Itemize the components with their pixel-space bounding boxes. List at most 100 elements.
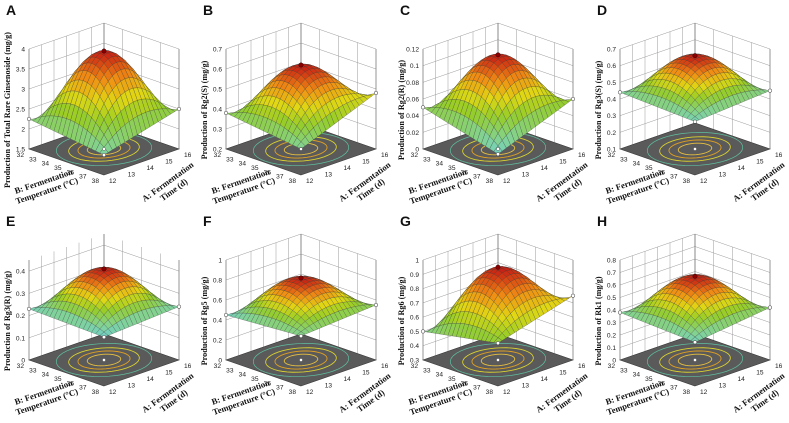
z-tick-label: 0.2 (607, 333, 616, 340)
a-axis-tick: 14 (541, 376, 549, 383)
z-tick-label: 0.7 (213, 47, 222, 54)
response-surface (225, 275, 377, 337)
response-surface (225, 63, 377, 150)
surface-plot-svg: 0 0.02 0.04 0.06 0.08 0.1 0.12 32 33 34 35 36 37 38 12… (397, 2, 590, 206)
z-tick-label: 0.2 (213, 338, 222, 345)
z-tick-label: 1 (415, 258, 419, 265)
response-surface (422, 266, 574, 344)
peak-point-marker (495, 52, 501, 58)
panel-letter: H (597, 213, 607, 229)
b-axis-tick: 35 (251, 376, 259, 383)
b-axis-tick: 37 (473, 174, 481, 181)
panel-letter: F (203, 213, 212, 229)
center-point-marker (693, 358, 697, 362)
center-point-marker (102, 358, 106, 362)
design-point-marker (767, 88, 773, 93)
z-axis-label: Production of Rg3(R) (mg/g) (3, 271, 12, 371)
z-tick-label: 2 (21, 127, 25, 134)
z-tick-label: 0 (415, 147, 419, 154)
b-axis-tick: 35 (448, 376, 456, 383)
surface-plot-svg: 0.2 0.3 0.4 0.5 0.6 0.7 32 33 34 35 36 37 38 12 13 14 15… (200, 2, 393, 206)
b-axis-label: B: FermentationTemperature (°C) (11, 166, 79, 206)
z-tick-label: 0.12 (406, 47, 419, 54)
design-point-marker (26, 306, 32, 311)
design-point-marker (298, 333, 304, 339)
design-point-marker (495, 341, 501, 346)
a-axis-tick: 15 (362, 159, 370, 166)
design-point-marker (420, 105, 426, 110)
z-tick-label: 0.5 (213, 87, 222, 94)
z-tick-label: 3 (21, 87, 25, 94)
response-surface (28, 50, 180, 156)
a-axis-tick: 15 (362, 370, 370, 377)
center-point-marker (299, 358, 303, 362)
b-axis-tick: 38 (486, 178, 494, 185)
a-axis-tick: 13 (325, 172, 333, 179)
z-tick-label: 0.9 (410, 272, 419, 279)
panel-letter: A (6, 2, 16, 18)
design-point-marker (767, 305, 773, 310)
b-axis-tick: 32 (17, 152, 25, 159)
b-axis-tick: 36 (461, 169, 469, 176)
z-tick-label: 0.5 (607, 80, 616, 87)
b-axis-tick: 35 (645, 376, 653, 383)
contour-line (646, 132, 744, 166)
peak-point-marker (101, 266, 107, 272)
b-axis-tick: 32 (608, 363, 616, 370)
z-tick-label: 0.1 (607, 345, 616, 352)
surface-plot-panel-g: 0.3 0.4 0.5 0.6 0.7 0.8 0.9 1 32 33 34 35 36 37 38 12 13… (394, 211, 591, 422)
a-axis-tick: 12 (109, 389, 117, 396)
design-point-marker (101, 335, 107, 340)
z-tick-label: 4 (21, 47, 25, 54)
b-axis-tick: 34 (42, 372, 50, 379)
a-axis-tick: 13 (522, 172, 530, 179)
b-axis-tick: 38 (683, 389, 691, 396)
b-axis-tick: 36 (264, 380, 272, 387)
b-axis-tick: 32 (608, 152, 616, 159)
b-axis-tick: 38 (683, 178, 691, 185)
z-tick-label: 0.6 (213, 298, 222, 305)
center-point-marker (496, 147, 500, 151)
peak-point-marker (495, 264, 501, 270)
b-axis-tick: 37 (79, 174, 87, 181)
contour-line (659, 347, 731, 373)
b-axis-tick: 34 (239, 372, 247, 379)
a-axis-tick: 14 (738, 376, 746, 383)
contour-line (55, 343, 153, 377)
a-axis-tick: 12 (503, 389, 511, 396)
panel-letter: C (400, 2, 410, 18)
peak-point-marker (101, 48, 107, 54)
contour-line (274, 350, 328, 370)
b-axis-tick: 34 (633, 372, 641, 379)
z-tick-label: 0.6 (607, 283, 616, 290)
design-point-marker (570, 96, 576, 102)
z-tick-label: 0.8 (607, 258, 616, 265)
z-tick-label: 0.4 (213, 107, 222, 114)
panel-letter: D (597, 2, 607, 18)
surface-plot-panel-a: 1.5 2 2.5 3 3.5 4 32 33 34 35 36 37 38 12 13 14 15 16 B: F… (0, 0, 197, 211)
z-tick-label: 0.4 (410, 343, 419, 350)
design-point-marker (101, 152, 107, 158)
z-axis-label: Production of Rg5 (mg/g) (200, 276, 209, 365)
b-axis-label: B: FermentationTemperature (°C) (208, 166, 276, 206)
center-point-marker (496, 358, 500, 362)
b-axis-tick: 35 (54, 165, 62, 172)
z-tick-label: 0.3 (213, 127, 222, 134)
a-axis-tick: 15 (756, 159, 764, 166)
a-axis-tick: 15 (165, 159, 173, 166)
design-point-marker (570, 293, 576, 298)
z-tick-label: 0.4 (607, 308, 616, 315)
b-axis-label: B: FermentationTemperature (°C) (208, 377, 276, 417)
b-axis-tick: 38 (92, 389, 100, 396)
a-axis-tick: 14 (541, 165, 549, 172)
surface-plot-panel-c: 0 0.02 0.04 0.06 0.08 0.1 0.12 32 33 34 35 36 37 38 12… (394, 0, 591, 211)
design-point-marker (617, 310, 623, 315)
z-tick-label: 0.08 (406, 80, 419, 87)
b-axis-tick: 33 (226, 156, 234, 163)
b-axis-tick: 35 (645, 165, 653, 172)
a-axis-tick: 16 (381, 152, 389, 159)
surface-facet (690, 116, 700, 122)
a-axis-tick: 13 (325, 383, 333, 390)
design-point-marker (692, 119, 698, 124)
panel-letter: B (203, 2, 213, 18)
